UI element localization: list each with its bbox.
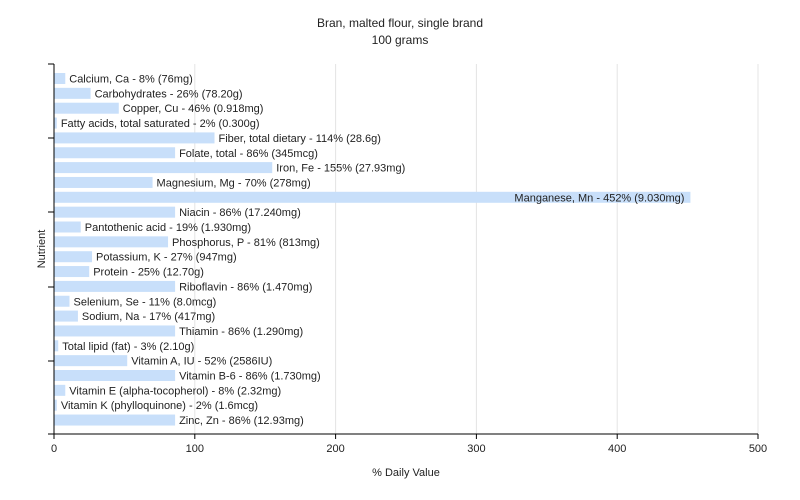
bar-label: Fiber, total dietary - 114% (28.6g) bbox=[219, 133, 381, 145]
bar bbox=[54, 147, 176, 159]
chart-subtitle: 100 grams bbox=[372, 33, 429, 47]
x-tick-label: 300 bbox=[467, 443, 485, 455]
bar-label: Vitamin E (alpha-tocopherol) - 8% (2.32m… bbox=[69, 385, 281, 397]
x-tick-label: 200 bbox=[326, 443, 344, 455]
x-tick-label: 400 bbox=[608, 443, 626, 455]
bar bbox=[54, 384, 66, 396]
bar bbox=[54, 340, 59, 352]
bar bbox=[54, 414, 176, 426]
bar-label: Magnesium, Mg - 70% (278mg) bbox=[157, 177, 311, 189]
bar bbox=[54, 191, 691, 203]
bar bbox=[54, 221, 81, 233]
x-axis-ticks: 0 100 200 300 400 500 bbox=[51, 434, 767, 455]
axes bbox=[48, 63, 758, 435]
y-axis-title: Nutrient bbox=[36, 230, 48, 269]
bar-label: Calcium, Ca - 8% (76mg) bbox=[69, 74, 192, 86]
bar bbox=[54, 87, 91, 99]
x-axis-title: % Daily Value bbox=[372, 467, 440, 479]
x-tick-label: 500 bbox=[749, 443, 767, 455]
bar bbox=[54, 251, 93, 263]
bar bbox=[54, 310, 78, 322]
bars: Calcium, Ca - 8% (76mg) Carbohydrates - 2… bbox=[54, 73, 691, 427]
bar-label: Potassium, K - 27% (947mg) bbox=[96, 252, 237, 264]
bar-label: Vitamin B-6 - 86% (1.730mg) bbox=[179, 371, 321, 383]
bar-label: Selenium, Se - 11% (8.0mcg) bbox=[73, 296, 216, 308]
bar-label: Protein - 25% (12.70g) bbox=[93, 267, 204, 279]
bar-label: Thiamin - 86% (1.290mg) bbox=[179, 326, 303, 338]
x-tick-label: 0 bbox=[51, 443, 57, 455]
bar bbox=[54, 355, 128, 367]
bar bbox=[54, 236, 169, 248]
bar-label: Riboflavin - 86% (1.470mg) bbox=[179, 281, 312, 293]
bar-label: Iron, Fe - 155% (27.93mg) bbox=[276, 163, 405, 175]
bar-label: Sodium, Na - 17% (417mg) bbox=[82, 311, 215, 323]
bar-label: Vitamin A, IU - 52% (2586IU) bbox=[131, 356, 272, 368]
bar bbox=[54, 325, 176, 337]
bar-label: Manganese, Mn - 452% (9.030mg) bbox=[514, 192, 684, 204]
bar-label: Niacin - 86% (17.240mg) bbox=[179, 207, 301, 219]
bar-label: Zinc, Zn - 86% (12.93mg) bbox=[179, 415, 304, 427]
bar bbox=[54, 280, 176, 292]
bar bbox=[54, 117, 57, 129]
bar-label: Carbohydrates - 26% (78.20g) bbox=[95, 88, 243, 100]
bar bbox=[54, 370, 176, 381]
bar bbox=[54, 399, 57, 411]
bar bbox=[54, 266, 90, 278]
bar bbox=[54, 206, 176, 218]
bar bbox=[54, 132, 215, 144]
chart-title: Bran, malted flour, single brand bbox=[317, 16, 483, 30]
bar bbox=[54, 102, 119, 114]
bar bbox=[54, 176, 153, 188]
bar bbox=[54, 162, 273, 174]
bar bbox=[54, 73, 66, 84]
bar-label: Total lipid (fat) - 3% (2.10g) bbox=[62, 341, 194, 353]
gridlines bbox=[194, 64, 759, 434]
bar-label: Copper, Cu - 46% (0.918mg) bbox=[123, 103, 264, 115]
bar-label: Pantothenic acid - 19% (1.930mg) bbox=[85, 222, 251, 234]
bar-label: Fatty acids, total saturated - 2% (0.300… bbox=[61, 118, 260, 130]
bar-label: Folate, total - 86% (345mcg) bbox=[179, 148, 318, 160]
bar-label: Phosphorus, P - 81% (813mg) bbox=[172, 237, 320, 249]
x-tick-label: 100 bbox=[186, 443, 204, 455]
bar bbox=[54, 295, 70, 307]
bar-label: Vitamin K (phylloquinone) - 2% (1.6mcg) bbox=[61, 400, 258, 412]
